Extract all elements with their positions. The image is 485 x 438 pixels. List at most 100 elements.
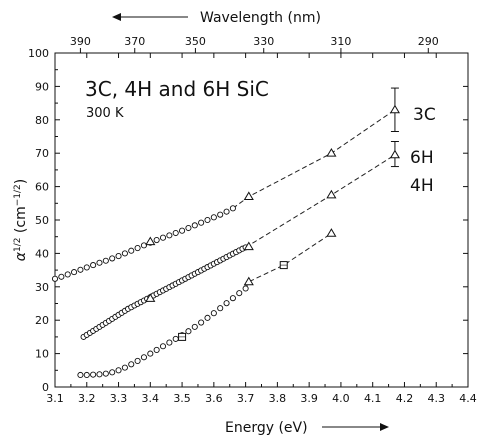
circle-point-3c [96,259,103,266]
triangle-point-4h [243,276,254,286]
circle-point-4h [77,371,84,379]
circle-point-3c [109,255,116,262]
circle-point-3c [51,275,59,282]
series-label-6h: 6H [410,148,434,168]
circle-point-4h [172,335,179,342]
x-tick-label: 4.3 [427,392,445,405]
energy-arrow [322,423,389,431]
series-label-4h: 4H [410,176,434,196]
x-tick-label: 3.5 [173,392,191,405]
circle-point-3c [83,264,90,271]
x-tick-label: 4.4 [459,392,477,405]
y-axis-title: α1/2 (cm−1/2) [13,179,29,261]
circle-point-4h [223,300,230,307]
circle-point-4h [166,339,173,346]
series-markers [51,87,401,379]
circle-point-3c [71,269,78,276]
x-tick-label: 3.3 [110,392,128,405]
triangle-point-4h [326,228,337,237]
wavelength-axis-ticks: 390 370 350 330 310 290 [70,35,439,53]
x-tick-label: 3.8 [269,392,287,405]
triangle-point-3c [389,104,401,114]
triangle-point-6h [389,149,401,159]
circle-point-3c [204,216,211,224]
wavelength-arrow [112,13,188,21]
circle-point-4h [147,350,154,357]
chart-title: 3C, 4H and 6H SiC [85,77,269,101]
y-axis-title-alpha: α [13,251,29,261]
y-axis-title-exp-inner: −1/2 [13,184,23,206]
x-tick-label: 4.2 [396,392,414,405]
y-tick-label: 10 [35,348,49,361]
circle-point-3c [229,205,236,212]
dashed-line-3c [232,109,396,209]
x-tick-label: 3.4 [142,392,160,405]
x-tick-label: 3.2 [78,392,96,405]
y-tick-label: 30 [35,281,49,294]
y-tick-label: 70 [35,147,49,160]
circle-point-3c [185,224,192,232]
circle-point-3c [217,211,224,218]
series-dashed-lines [232,109,396,289]
circle-point-3c [153,236,160,244]
y-axis-title-close: ) [13,179,29,184]
y-tick-label: 40 [35,247,49,260]
triangle-point-3c [326,148,337,157]
x-tick-label: 4.0 [332,392,350,405]
circle-point-4h [134,357,141,364]
circle-point-3c [191,222,198,229]
circle-point-3c [115,253,122,260]
circle-point-3c [179,227,186,234]
wavelength-tick-label: 310 [330,35,351,48]
circle-point-3c [90,262,97,269]
circle-point-4h [140,354,148,361]
triangle-point-6h [326,189,337,199]
circle-point-4h [217,305,224,312]
x-axis-ticks: 3.1 3.2 3.3 3.4 3.5 3.6 3.7 3.8 3.9 4.0 4.1 4.2 4.3 4… [46,53,477,405]
circle-point-4h [83,371,90,379]
triangle-point-3c [145,236,156,246]
circle-point-3c [140,242,148,249]
wavelength-tick-label: 370 [124,35,145,48]
circle-point-4h [128,361,135,368]
dashed-line-4h [245,232,332,289]
x-axis-title: Energy (eV) [225,420,308,436]
plot-frame [54,52,469,388]
circle-point-3c [210,214,217,221]
y-tick-label: 100 [28,47,49,60]
series-label-3c: 3C [413,105,436,125]
circle-point-3c [223,208,230,215]
circle-point-4h [191,323,198,330]
circle-point-3c [58,273,65,280]
circle-point-3c [166,232,173,239]
circle-point-4h [96,371,103,378]
circle-point-4h [121,364,128,371]
circle-point-4h [198,319,205,326]
circle-point-4h [109,369,116,376]
wavelength-tick-label: 290 [418,35,439,48]
circle-point-4h [242,285,249,292]
x-tick-label: 4.1 [364,392,382,405]
circle-point-4h [90,371,97,378]
y-tick-label: 90 [35,80,49,93]
wavelength-tick-label: 390 [70,35,91,48]
triangle-point-3c [243,191,254,201]
x-tick-label: 3.7 [237,392,255,405]
x-tick-label: 3.1 [46,392,64,405]
circle-point-3c [102,257,109,264]
x-tick-label: 3.9 [300,392,318,405]
circle-point-3c [77,266,84,273]
triangle-point-6h [145,293,156,302]
circle-point-4h [204,314,211,321]
circle-point-3c [128,247,135,254]
circle-point-3c [121,250,128,257]
wavelength-tick-label: 350 [185,35,206,48]
y-tick-label: 0 [42,381,49,394]
circle-point-4h [102,370,109,377]
circle-point-3c [198,219,205,226]
chart-subtitle: 300 K [86,106,124,121]
y-axis-ticks: 0 10 20 30 40 50 60 70 80 90 100 [28,47,468,394]
circle-point-3c [64,271,71,278]
triangle-point-6h [243,241,254,251]
